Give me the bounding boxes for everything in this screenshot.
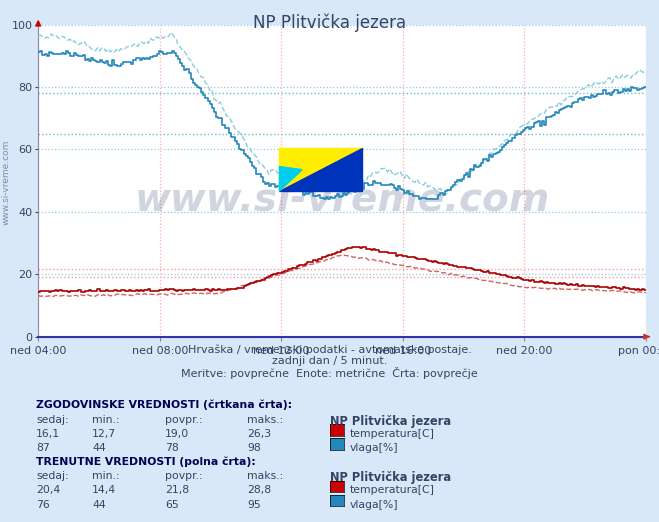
- Text: min.:: min.:: [92, 471, 120, 481]
- Text: vlaga[%]: vlaga[%]: [349, 443, 398, 453]
- Text: www.si-vreme.com: www.si-vreme.com: [2, 140, 11, 226]
- Text: maks.:: maks.:: [247, 471, 283, 481]
- Text: maks.:: maks.:: [247, 415, 283, 425]
- Text: NP Plitvička jezera: NP Plitvička jezera: [253, 13, 406, 31]
- Text: 98: 98: [247, 443, 261, 453]
- Text: 16,1: 16,1: [36, 429, 61, 439]
- Text: 21,8: 21,8: [165, 485, 189, 495]
- Text: 76: 76: [36, 500, 50, 509]
- Text: 65: 65: [165, 500, 179, 509]
- Text: temperatura[C]: temperatura[C]: [349, 429, 434, 439]
- Text: 87: 87: [36, 443, 50, 453]
- Text: povpr.:: povpr.:: [165, 415, 202, 425]
- Text: 20,4: 20,4: [36, 485, 61, 495]
- Text: ZGODOVINSKE VREDNOSTI (črtkana črta):: ZGODOVINSKE VREDNOSTI (črtkana črta):: [36, 400, 293, 410]
- Text: Meritve: povprečne  Enote: metrične  Črta: povprečje: Meritve: povprečne Enote: metrične Črta:…: [181, 367, 478, 379]
- Text: NP Plitvička jezera: NP Plitvička jezera: [330, 471, 451, 484]
- Text: 19,0: 19,0: [165, 429, 189, 439]
- Text: 26,3: 26,3: [247, 429, 272, 439]
- Text: temperatura[C]: temperatura[C]: [349, 485, 434, 495]
- Text: zadnji dan / 5 minut.: zadnji dan / 5 minut.: [272, 356, 387, 366]
- Text: sedaj:: sedaj:: [36, 471, 69, 481]
- Polygon shape: [279, 148, 362, 191]
- Text: 78: 78: [165, 443, 179, 453]
- Text: min.:: min.:: [92, 415, 120, 425]
- Text: 95: 95: [247, 500, 261, 509]
- Text: 44: 44: [92, 500, 106, 509]
- Text: Hrvaška / vremenski podatki - avtomatske postaje.: Hrvaška / vremenski podatki - avtomatske…: [188, 345, 471, 355]
- Text: vlaga[%]: vlaga[%]: [349, 500, 398, 509]
- Polygon shape: [279, 167, 302, 191]
- Text: 44: 44: [92, 443, 106, 453]
- Text: povpr.:: povpr.:: [165, 471, 202, 481]
- Polygon shape: [279, 148, 362, 191]
- Text: NP Plitvička jezera: NP Plitvička jezera: [330, 415, 451, 428]
- Text: TRENUTNE VREDNOSTI (polna črta):: TRENUTNE VREDNOSTI (polna črta):: [36, 456, 256, 467]
- Text: 14,4: 14,4: [92, 485, 117, 495]
- Text: www.si-vreme.com: www.si-vreme.com: [134, 180, 550, 218]
- Text: sedaj:: sedaj:: [36, 415, 69, 425]
- Text: 28,8: 28,8: [247, 485, 272, 495]
- Text: 12,7: 12,7: [92, 429, 117, 439]
